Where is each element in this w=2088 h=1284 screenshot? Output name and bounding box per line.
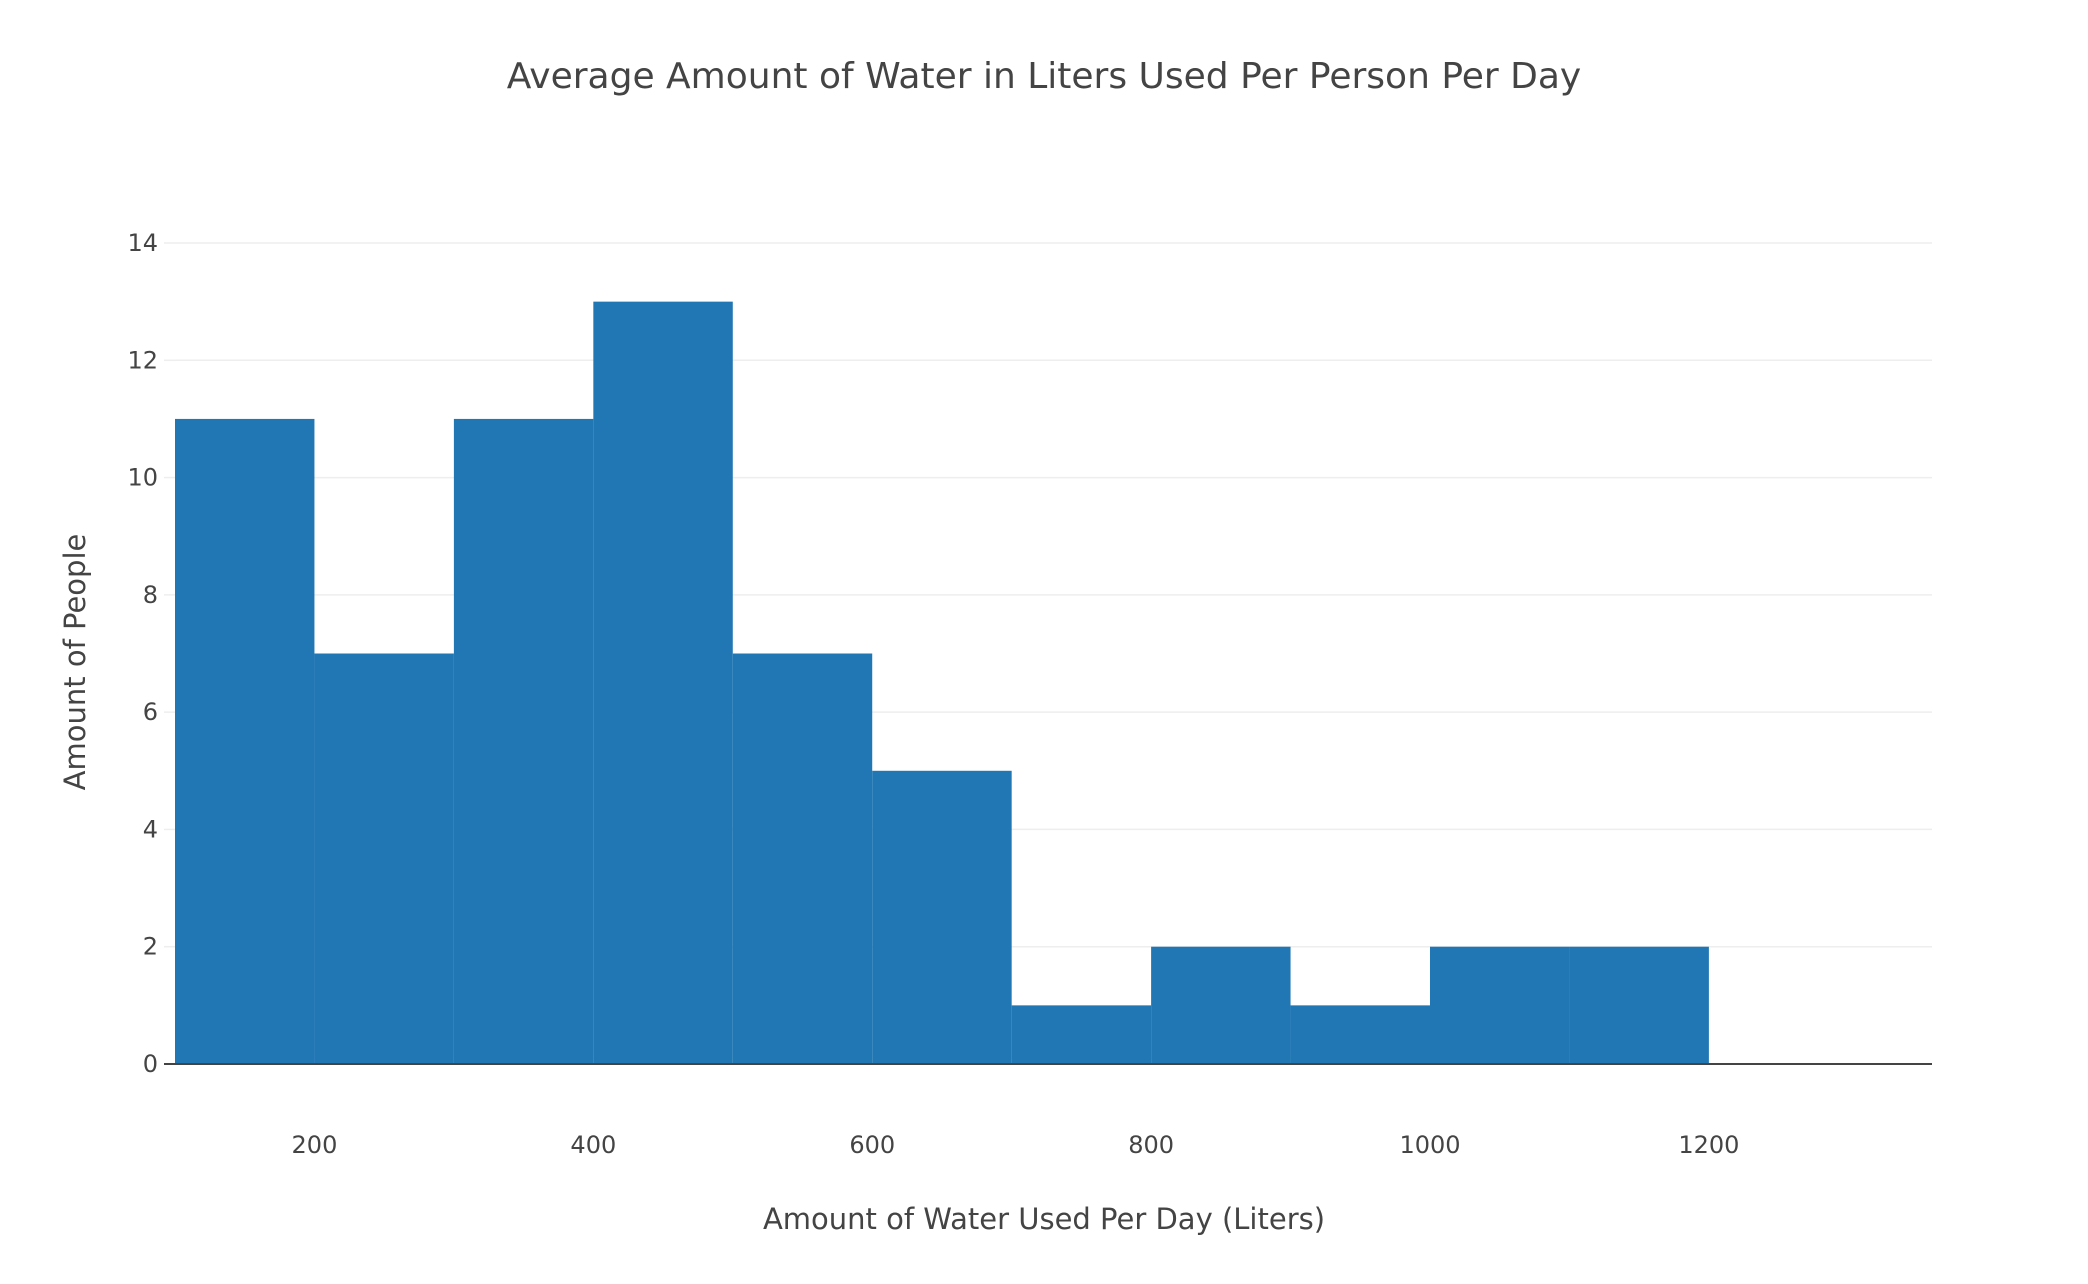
y-axis-ticks: 0 2 4 6 8 10 12 14 [127, 229, 175, 1078]
y-axis-title: Amount of People [58, 534, 92, 791]
x-tick-label: 200 [292, 1131, 338, 1159]
y-tick-label: 6 [143, 698, 158, 726]
y-tick-label: 10 [127, 464, 158, 492]
histogram-bar [175, 418, 315, 1064]
y-tick-label: 4 [143, 815, 158, 843]
y-tick-label: 12 [127, 346, 158, 374]
histogram-bar [453, 418, 594, 1064]
x-tick-label: 600 [849, 1131, 895, 1159]
y-tick-label: 14 [127, 229, 158, 257]
x-tick-label: 800 [1128, 1131, 1174, 1159]
y-tick-label: 8 [143, 581, 158, 609]
histogram-bar [314, 653, 454, 1064]
x-axis-ticks: 200 400 600 800 1000 1200 [292, 1131, 1740, 1159]
histogram-bar [1151, 946, 1291, 1064]
x-tick-label: 1000 [1399, 1131, 1460, 1159]
y-tick-label: 2 [143, 933, 158, 961]
x-tick-label: 400 [570, 1131, 616, 1159]
bars [175, 301, 1709, 1065]
histogram-bar [593, 301, 733, 1065]
x-axis-title: Amount of Water Used Per Day (Liters) [763, 1202, 1325, 1236]
histogram-bar [1011, 1005, 1152, 1064]
histogram-bar [1430, 946, 1570, 1064]
histogram-bar [1290, 1005, 1430, 1064]
histogram-bar [732, 653, 873, 1064]
chart-title: Average Amount of Water in Liters Used P… [507, 56, 1581, 97]
histogram-bar [872, 770, 1012, 1064]
y-tick-label: 0 [143, 1050, 158, 1078]
histogram-bar [1569, 946, 1709, 1064]
x-tick-label: 1200 [1678, 1131, 1739, 1159]
